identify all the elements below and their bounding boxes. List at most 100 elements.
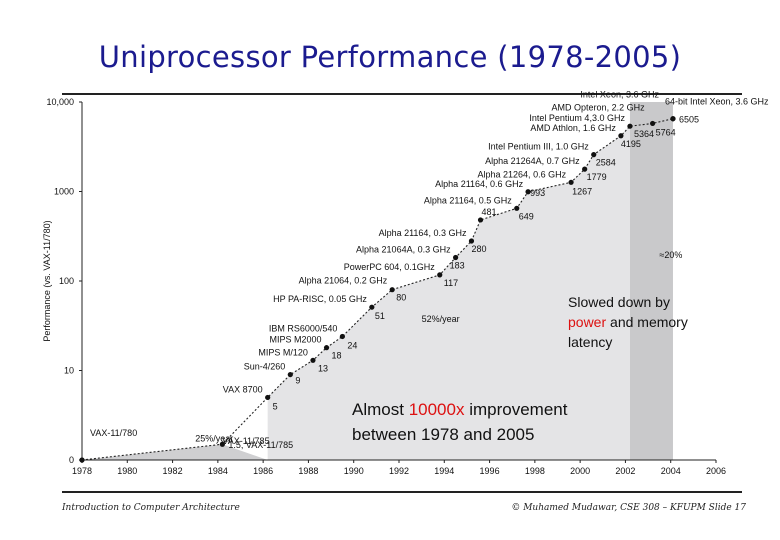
data-point (79, 457, 85, 463)
bottom-rule (62, 491, 742, 493)
x-tick-label: 1984 (208, 466, 228, 476)
footer-credit: © Muhamed Mudawar, CSE 308 – KFUPM Slide… (511, 503, 746, 513)
data-point (287, 371, 293, 378)
y-tick-label: 0 (69, 455, 74, 465)
data-point-name: Intel Xeon, 3.6 GHz (580, 90, 659, 100)
y-tick-label: 1000 (54, 187, 74, 197)
y-axis-label: Performance (vs. VAX-11/780) (42, 220, 52, 341)
data-point-name: Alpha 21064, 0.2 GHz (299, 276, 388, 286)
data-point-name: HP PA-RISC, 0.05 GHz (273, 294, 367, 304)
improvement-line-1: Almost 10000x improvement (352, 397, 567, 422)
data-point-name: MIPS M/120 (258, 347, 308, 357)
power-highlight: power (568, 314, 607, 330)
region-25pct-shade (82, 444, 268, 460)
data-point-name: Sun-4/260 (244, 362, 286, 372)
data-point-name: AMD Athlon, 1.6 GHz (530, 123, 616, 133)
x-tick-label: 1998 (525, 466, 545, 476)
slowdown-annotation: Slowed down by power and memory latency (568, 292, 688, 352)
slowdown-line-1: Slowed down by (568, 294, 670, 310)
footer-course: Introduction to Computer Architecture (62, 503, 240, 513)
data-point (627, 123, 633, 129)
growth-rate-label: ≈20% (659, 250, 682, 260)
performance-trend-line (81, 118, 674, 461)
x-tick-label: 1990 (344, 466, 364, 476)
x-tick-label: 1980 (117, 466, 137, 476)
top-rule (62, 93, 742, 95)
data-point-name: AMD Opteron, 2.2 GHz (552, 102, 646, 112)
data-point (618, 133, 624, 139)
x-tick-label: 2000 (570, 466, 590, 476)
y-tick-label: 10,000 (46, 97, 74, 107)
data-point (437, 272, 443, 278)
improvement-prefix: Almost (352, 400, 409, 419)
data-point-name: Alpha 21064A, 0.3 GHz (356, 245, 451, 255)
data-point-name: IBM RS6000/540 (269, 323, 338, 333)
data-point (468, 238, 475, 244)
x-tick-label: 2004 (661, 466, 681, 476)
data-point (265, 394, 271, 401)
region-20pct-shade (629, 102, 673, 460)
data-point-value: 1.5, VAX-11/785 (228, 440, 293, 450)
slowdown-rest: and memory (606, 314, 688, 330)
data-point-name: VAX 8700 (223, 384, 263, 394)
x-tick-label: 1986 (253, 466, 273, 476)
data-point-value: 51 (375, 311, 385, 321)
x-tick-label: 2006 (706, 466, 726, 476)
improvement-highlight: 10000x (408, 400, 465, 419)
data-point (568, 179, 574, 185)
data-point (323, 345, 330, 351)
data-point-value: 13 (318, 363, 328, 373)
data-point (670, 116, 676, 122)
data-point-name: VAX-11/780 (90, 428, 137, 438)
data-point (591, 151, 597, 158)
y-tick-label: 10 (64, 366, 74, 376)
data-point-name: Intel Pentium 4,3.0 GHz (529, 113, 625, 123)
data-point (514, 205, 520, 211)
data-point-value: 183 (450, 261, 465, 271)
x-tick-label: 1996 (480, 466, 500, 476)
data-point-value: 117 (444, 278, 458, 288)
data-point-value: 6505 (679, 115, 699, 125)
data-point-name: Intel Pentium III, 1.0 GHz (488, 142, 589, 152)
data-point-name: 64-bit Intel Xeon, 3.6 GHz (665, 97, 769, 107)
data-point (453, 254, 459, 261)
data-point (525, 189, 531, 195)
data-point-value: 2584 (596, 158, 616, 168)
x-tick-label: 1982 (163, 466, 183, 476)
data-point-name: VAX-11/785 (222, 436, 269, 446)
growth-rate-label: 52%/year (422, 314, 460, 324)
improvement-suffix: improvement (464, 400, 568, 419)
data-point (582, 166, 588, 172)
data-point-value: 4195 (621, 139, 641, 149)
data-point-value: 1779 (587, 172, 607, 182)
data-point-value: 9 (295, 376, 300, 386)
growth-rate-label: 25%/year (195, 434, 233, 444)
data-point (369, 304, 375, 310)
data-point-value: 649 (519, 211, 534, 221)
data-point (219, 441, 225, 447)
data-point-value: 1267 (572, 186, 592, 196)
data-point-name: PowerPC 604, 0.1GHz (344, 262, 436, 272)
data-point (477, 217, 484, 223)
slide-title: Uniprocessor Performance (1978-2005) (98, 40, 682, 74)
slowdown-line-3: latency (568, 334, 613, 350)
data-point-value: 18 (332, 351, 342, 361)
slowdown-line-2: power and memory (568, 312, 688, 332)
data-point-value: 24 (347, 340, 357, 350)
data-point-name: Alpha 21164, 0.5 GHz (424, 195, 512, 205)
data-point-value: 993 (530, 188, 545, 198)
data-point-value: 5 (273, 401, 278, 411)
x-tick-label: 2002 (615, 466, 635, 476)
x-tick-label: 1994 (434, 466, 454, 476)
data-point-name: Alpha 21264A, 0.7 GHz (485, 156, 580, 166)
data-point (389, 287, 395, 293)
data-point (650, 120, 656, 127)
y-tick-label: 100 (59, 276, 74, 286)
x-tick-label: 1978 (72, 466, 92, 476)
data-point-name: MIPS M2000 (270, 335, 322, 345)
x-tick-label: 1988 (298, 466, 318, 476)
data-point-value: 5364 (634, 129, 654, 139)
data-point (310, 357, 316, 363)
data-point-name: Alpha 21164, 0.6 GHz (435, 179, 523, 189)
improvement-annotation: Almost 10000x improvement between 1978 a… (352, 397, 567, 447)
